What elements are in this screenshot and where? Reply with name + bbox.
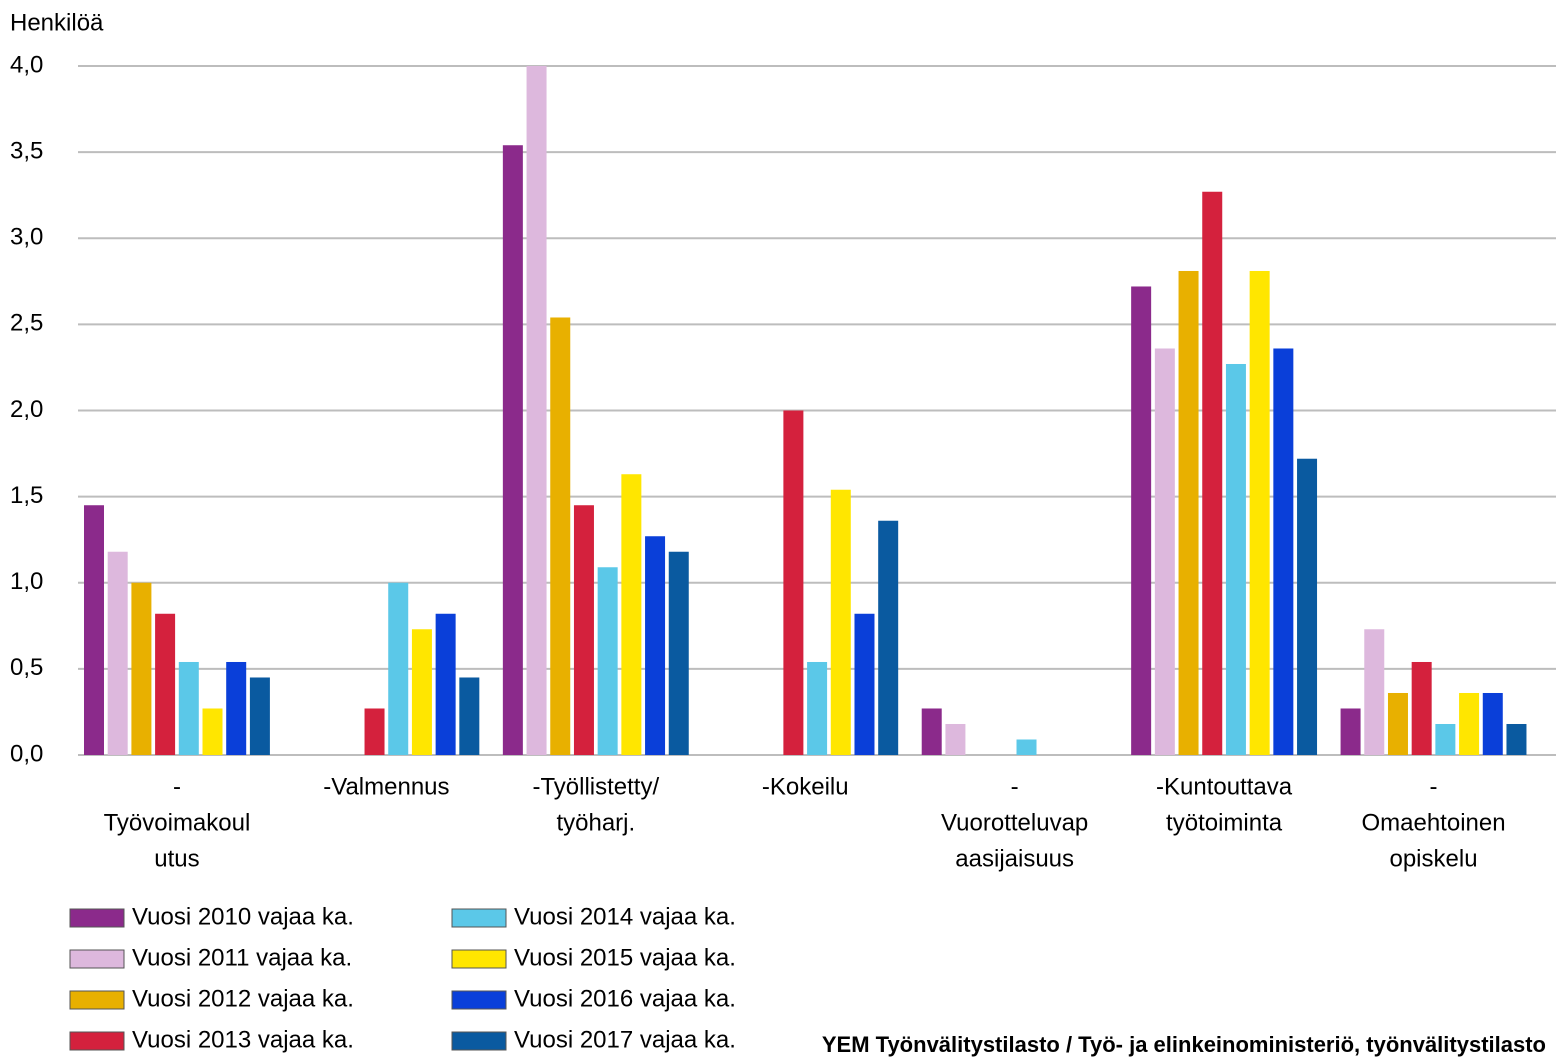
legend-swatch — [69, 908, 125, 928]
legend-swatch — [451, 990, 507, 1010]
bar — [1506, 723, 1527, 755]
y-tick-label: 2,5 — [10, 310, 43, 337]
bar — [854, 613, 875, 755]
x-tick-label: opiskelu — [1389, 845, 1477, 872]
bar — [1131, 286, 1152, 755]
bar — [921, 708, 942, 755]
bar — [945, 723, 966, 755]
bar — [783, 410, 804, 755]
bar — [131, 582, 152, 755]
bar — [202, 708, 223, 755]
x-tick-label: - — [1011, 773, 1019, 800]
bar — [388, 582, 409, 755]
bar — [1297, 458, 1318, 755]
x-tick-label: -Kuntouttava — [1156, 773, 1293, 800]
bar — [550, 317, 571, 755]
y-tick-label: 3,0 — [10, 224, 43, 251]
bar — [1202, 191, 1223, 755]
bar — [435, 613, 456, 755]
bar — [1411, 661, 1432, 755]
bar — [1154, 348, 1175, 755]
legend-swatch — [451, 1031, 507, 1051]
bar — [1016, 739, 1037, 755]
bar — [1435, 723, 1456, 755]
legend-label: Vuosi 2016 vajaa ka. — [514, 985, 736, 1012]
source-note: YEM Työnvälitystilasto / Työ- ja elinkei… — [822, 1032, 1546, 1057]
bar — [502, 145, 523, 756]
y-tick-label: 3,5 — [10, 137, 43, 164]
legend-swatch — [451, 949, 507, 969]
x-tick-label: Työvoimakoul — [104, 809, 251, 836]
y-tick-label: 4,0 — [10, 51, 43, 78]
legend-label: Vuosi 2014 vajaa ka. — [514, 903, 736, 930]
bar — [226, 661, 247, 755]
legend-swatch — [451, 908, 507, 928]
x-tick-label: -Kokeilu — [762, 773, 849, 800]
bar — [1459, 692, 1480, 755]
legend-swatch — [69, 949, 125, 969]
bar — [597, 567, 618, 755]
bar — [526, 66, 547, 755]
bar — [364, 708, 385, 755]
legend-label: Vuosi 2011 vajaa ka. — [132, 944, 352, 971]
bar — [249, 677, 270, 755]
y-tick-label: 1,5 — [10, 482, 43, 509]
bar — [878, 520, 899, 755]
x-tick-label: työharj. — [556, 809, 635, 836]
bar — [1364, 629, 1385, 755]
legend-label: Vuosi 2010 vajaa ka. — [132, 903, 354, 930]
legend-label: Vuosi 2013 vajaa ka. — [132, 1026, 354, 1053]
bar — [1482, 692, 1503, 755]
legend-label: Vuosi 2017 vajaa ka. — [514, 1026, 736, 1053]
y-tick-label: 0,0 — [10, 740, 43, 767]
x-tick-label: aasijaisuus — [955, 845, 1074, 872]
legend-label: Vuosi 2015 vajaa ka. — [514, 944, 736, 971]
legend-swatch — [69, 990, 125, 1010]
y-tick-label: 2,0 — [10, 396, 43, 423]
bar — [645, 536, 666, 755]
bar — [1178, 270, 1199, 755]
x-tick-label: - — [173, 773, 181, 800]
x-tick-label: -Valmennus — [323, 773, 449, 800]
bar — [1387, 692, 1408, 755]
bar — [84, 505, 104, 755]
bar — [411, 629, 432, 755]
y-axis-label: Henkilöä — [10, 9, 104, 36]
bar — [107, 551, 128, 755]
x-tick-label: - — [1430, 773, 1438, 800]
x-tick-label: utus — [154, 845, 199, 872]
bar — [830, 489, 851, 755]
y-tick-label: 0,5 — [10, 654, 43, 681]
bar — [668, 551, 689, 755]
bar — [155, 613, 176, 755]
x-tick-label: Vuorotteluvap — [941, 809, 1088, 836]
legend-swatch — [69, 1031, 125, 1051]
bar — [1273, 348, 1294, 755]
bar — [1249, 270, 1270, 755]
bar — [621, 474, 642, 755]
bar — [573, 505, 594, 755]
x-tick-label: Omaehtoinen — [1361, 809, 1505, 836]
x-tick-label: -Työllistetty/ — [532, 773, 659, 800]
bar — [1340, 708, 1361, 755]
bar — [459, 677, 480, 755]
y-tick-label: 1,0 — [10, 568, 43, 595]
x-tick-label: työtoiminta — [1166, 809, 1283, 836]
bar — [178, 661, 199, 755]
bar — [1225, 363, 1246, 755]
bar — [807, 661, 828, 755]
legend-label: Vuosi 2012 vajaa ka. — [132, 985, 354, 1012]
